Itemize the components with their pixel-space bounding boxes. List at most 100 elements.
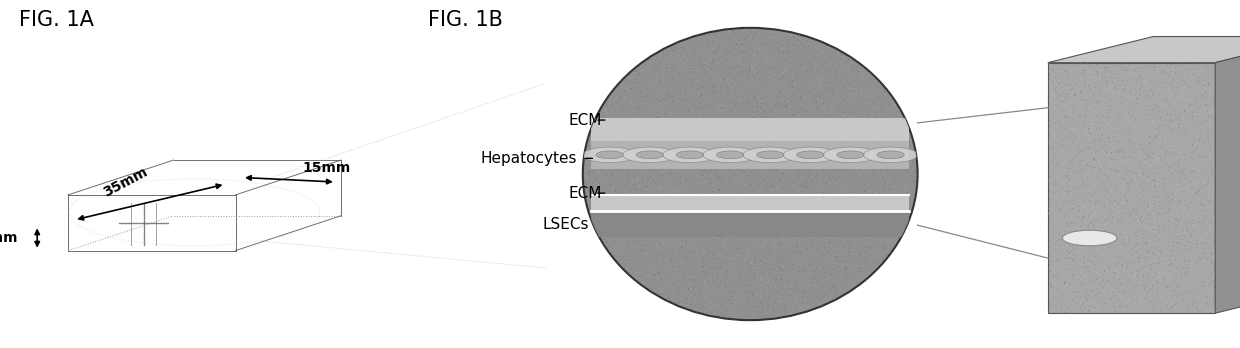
Point bbox=[1145, 63, 1164, 69]
Point bbox=[724, 186, 744, 192]
Point bbox=[691, 270, 711, 275]
Point bbox=[1083, 101, 1102, 106]
Point bbox=[782, 262, 802, 267]
Point bbox=[750, 143, 770, 149]
Point bbox=[687, 280, 707, 285]
Point bbox=[1140, 119, 1159, 125]
Point bbox=[1118, 166, 1138, 171]
Point bbox=[878, 193, 898, 198]
Point bbox=[621, 257, 641, 262]
Point bbox=[879, 176, 899, 182]
Point bbox=[1038, 95, 1058, 101]
Point bbox=[846, 113, 866, 119]
Point bbox=[1143, 298, 1163, 304]
Point bbox=[851, 145, 870, 151]
Point bbox=[784, 198, 804, 204]
Point bbox=[832, 128, 852, 134]
Point bbox=[894, 217, 914, 222]
Point bbox=[665, 195, 684, 201]
Point bbox=[846, 129, 866, 135]
Point bbox=[1120, 128, 1140, 133]
Point bbox=[1204, 79, 1224, 84]
Point bbox=[800, 161, 820, 166]
Point bbox=[600, 167, 620, 173]
Point bbox=[1141, 258, 1161, 263]
Point bbox=[842, 230, 862, 236]
Point bbox=[711, 48, 730, 54]
Point bbox=[739, 165, 759, 171]
Point bbox=[1045, 206, 1065, 212]
Point bbox=[878, 212, 898, 217]
Point bbox=[1068, 161, 1087, 167]
Point bbox=[796, 244, 816, 249]
Point bbox=[838, 249, 858, 254]
Point bbox=[709, 313, 729, 319]
Point bbox=[720, 205, 740, 211]
Point bbox=[676, 225, 696, 231]
Point bbox=[784, 237, 804, 243]
Point bbox=[1125, 171, 1145, 176]
Point bbox=[895, 118, 915, 124]
Point bbox=[1192, 203, 1211, 208]
Point bbox=[885, 196, 905, 201]
Point bbox=[624, 134, 644, 140]
Point bbox=[673, 236, 693, 242]
Point bbox=[1197, 178, 1216, 184]
Point bbox=[1157, 222, 1177, 228]
Point bbox=[701, 156, 720, 161]
Point bbox=[618, 221, 637, 227]
Point bbox=[1040, 120, 1060, 126]
Point bbox=[1141, 182, 1161, 187]
Point bbox=[745, 240, 765, 246]
Point bbox=[1167, 266, 1187, 271]
Point bbox=[672, 259, 692, 264]
Point bbox=[1157, 131, 1177, 136]
Point bbox=[653, 82, 673, 88]
Point bbox=[1040, 121, 1060, 126]
Point bbox=[714, 103, 734, 108]
Point bbox=[1075, 84, 1095, 89]
Point bbox=[800, 231, 820, 237]
Point bbox=[1086, 169, 1106, 175]
Point bbox=[756, 282, 776, 287]
Point bbox=[764, 27, 784, 33]
Point bbox=[636, 195, 656, 200]
Point bbox=[668, 201, 688, 207]
Point bbox=[1143, 210, 1163, 215]
Point bbox=[1054, 124, 1074, 130]
Point bbox=[631, 205, 651, 210]
Point bbox=[675, 259, 694, 264]
Point bbox=[1081, 151, 1101, 157]
Point bbox=[1078, 175, 1097, 180]
Point bbox=[1061, 280, 1081, 286]
Point bbox=[828, 59, 848, 64]
Point bbox=[810, 112, 830, 118]
Point bbox=[1156, 274, 1176, 279]
Point bbox=[1177, 220, 1197, 226]
Point bbox=[722, 47, 742, 52]
Point bbox=[1076, 111, 1096, 116]
Point bbox=[1143, 220, 1163, 225]
Point bbox=[689, 195, 709, 200]
Point bbox=[1044, 288, 1064, 294]
Point bbox=[797, 246, 817, 252]
Point bbox=[1172, 192, 1192, 197]
Point bbox=[1198, 214, 1218, 220]
Point bbox=[613, 152, 632, 158]
Point bbox=[1050, 276, 1070, 281]
Point bbox=[760, 294, 780, 300]
Point bbox=[787, 111, 807, 116]
Point bbox=[835, 207, 854, 212]
Point bbox=[641, 285, 661, 290]
Point bbox=[699, 302, 719, 308]
Point bbox=[717, 252, 737, 257]
Point bbox=[849, 104, 869, 110]
Point bbox=[806, 174, 826, 179]
Point bbox=[764, 239, 784, 245]
Point bbox=[782, 116, 802, 121]
Point bbox=[1132, 213, 1152, 219]
Point bbox=[832, 225, 852, 231]
Point bbox=[637, 68, 657, 73]
Point bbox=[1149, 132, 1169, 137]
Point bbox=[663, 232, 683, 238]
